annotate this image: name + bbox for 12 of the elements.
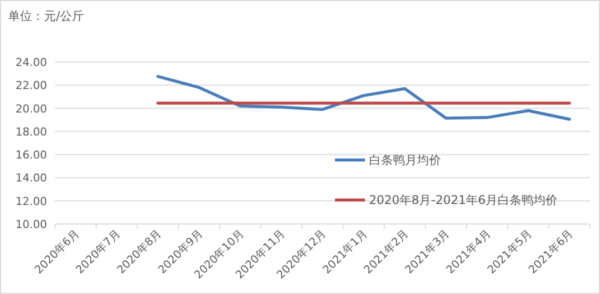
y-axis-title: 单位：元/公斤 [8, 9, 84, 23]
y-tick-label: 24.00 [16, 56, 47, 69]
y-tick-label: 16.00 [16, 148, 47, 162]
line-series [156, 74, 571, 121]
legend-label: 2020年8月-2021年6月白条鸭均价 [369, 193, 558, 207]
y-tick-label: 12.00 [16, 194, 47, 208]
y-tick-label: 22.00 [16, 79, 47, 92]
y-tick-label: 20.00 [16, 102, 47, 116]
legend-label: 白条鸭月均价 [369, 153, 441, 167]
y-tick-label: 18.00 [16, 125, 47, 138]
y-tick-label: 14.00 [16, 172, 47, 185]
y-tick-label: 10.00 [16, 218, 47, 231]
